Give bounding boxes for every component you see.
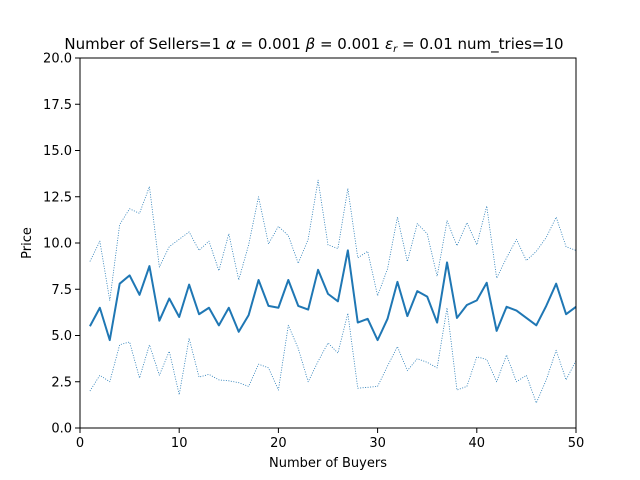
axes: 0 10 20 30 40 50 0.0 2.5 5.0 7.5 10.0 12.5 15.0 17.5 2…	[43, 52, 584, 452]
y-axis-label: Price	[20, 227, 35, 259]
y-tick-label: 17.5	[43, 98, 72, 113]
x-tick-label: 50	[568, 436, 585, 451]
series-line-upper	[89, 179, 577, 301]
series-line-mean	[89, 249, 577, 342]
y-tick-label: 7.5	[51, 283, 72, 298]
plot-area	[89, 179, 577, 404]
y-tick-label: 5.0	[51, 329, 72, 344]
y-tick-label: 10.0	[43, 237, 72, 252]
y-tick-label: 12.5	[43, 190, 72, 205]
x-tick-label: 0	[76, 436, 84, 451]
y-tick-label: 0.0	[51, 422, 72, 437]
x-tick-label: 30	[369, 436, 386, 451]
chart-title: Number of Sellers=1 α = 0.001 β = 0.001 …	[64, 35, 563, 55]
y-tick-label: 2.5	[51, 375, 72, 390]
x-tick-label: 20	[270, 436, 287, 451]
x-tick-label: 40	[469, 436, 486, 451]
y-tick-label: 15.0	[43, 144, 72, 159]
x-axis-label: Number of Buyers	[269, 456, 387, 471]
x-tick-label: 10	[171, 436, 188, 451]
y-tick-label: 20.0	[43, 52, 72, 67]
